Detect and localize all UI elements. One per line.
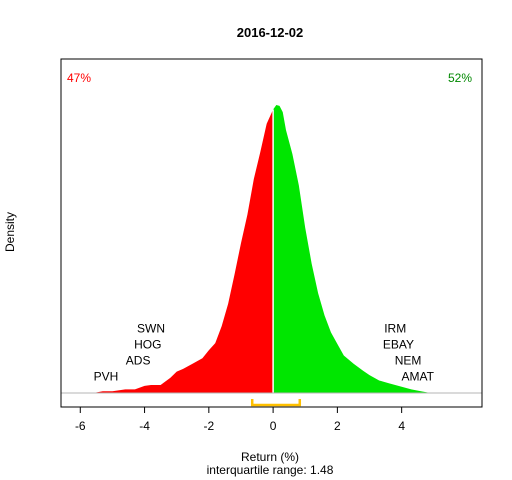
x-tick-label: -6: [75, 419, 86, 433]
chart-title: 2016-12-02: [237, 25, 304, 40]
y-axis-label: Density: [3, 212, 17, 252]
annotation-right-irm: IRM: [384, 321, 406, 335]
annotation-left-swn: SWN: [137, 321, 165, 335]
plot-box: [60, 58, 483, 408]
annotation-left-ads: ADS: [126, 353, 151, 367]
iqr-subtitle: interquartile range: 1.48: [207, 463, 334, 477]
x-tick-label: -4: [139, 419, 150, 433]
plot-area: PVH ADS HOG SWN IRM EBAY NEM AMAT: [61, 104, 482, 407]
positive-return-area: [273, 104, 431, 393]
pct-negative-label: 47%: [67, 71, 91, 85]
negative-return-area: [93, 109, 274, 393]
x-tick-label: -2: [203, 419, 214, 433]
x-tick-label: 2: [334, 419, 341, 433]
pct-positive-label: 52%: [448, 71, 472, 85]
x-axis: -6 -4 -2 0 2 4: [75, 407, 405, 433]
x-axis-label: Return (%): [241, 450, 299, 464]
annotation-left-hog: HOG: [134, 337, 161, 351]
iqr-bracket: [250, 399, 302, 407]
annotation-right-amat: AMAT: [401, 370, 434, 384]
x-tick-label: 0: [270, 419, 277, 433]
annotation-right-ebay: EBAY: [383, 337, 414, 351]
annotation-right-nem: NEM: [395, 353, 422, 367]
annotation-left-pvh: PVH: [94, 370, 119, 384]
x-tick-label: 4: [398, 419, 405, 433]
